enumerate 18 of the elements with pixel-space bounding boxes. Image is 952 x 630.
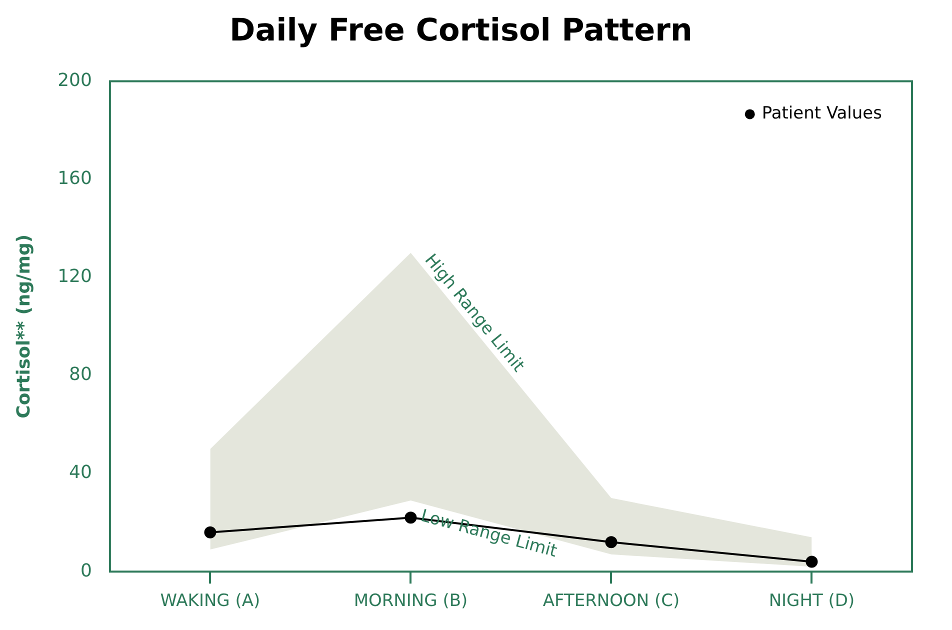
y-tick-label: 160 — [58, 168, 92, 189]
x-tick-label: MORNING (B) — [354, 591, 468, 612]
y-tick-label: 80 — [69, 364, 92, 386]
y-tick-label: 200 — [58, 70, 92, 91]
point — [605, 536, 618, 548]
y-axis-title: Cortisol** (ng/mg) — [13, 234, 34, 418]
point — [204, 526, 216, 538]
x-tick-label: WAKING (A) — [160, 591, 260, 612]
y-tick-label: 40 — [69, 462, 92, 484]
x-tick-label: NIGHT (D) — [768, 591, 855, 612]
point — [404, 512, 417, 524]
y-tick-label: 120 — [58, 266, 92, 288]
chart-title: Daily Free Cortisol Pattern — [229, 12, 693, 49]
point — [806, 556, 818, 568]
y-tick-label: 0 — [80, 560, 92, 582]
annotation: Low Range Limit — [418, 506, 560, 562]
x-tick-label: AFTERNOON (C) — [542, 591, 680, 612]
legend-label: Patient Values — [762, 104, 882, 124]
